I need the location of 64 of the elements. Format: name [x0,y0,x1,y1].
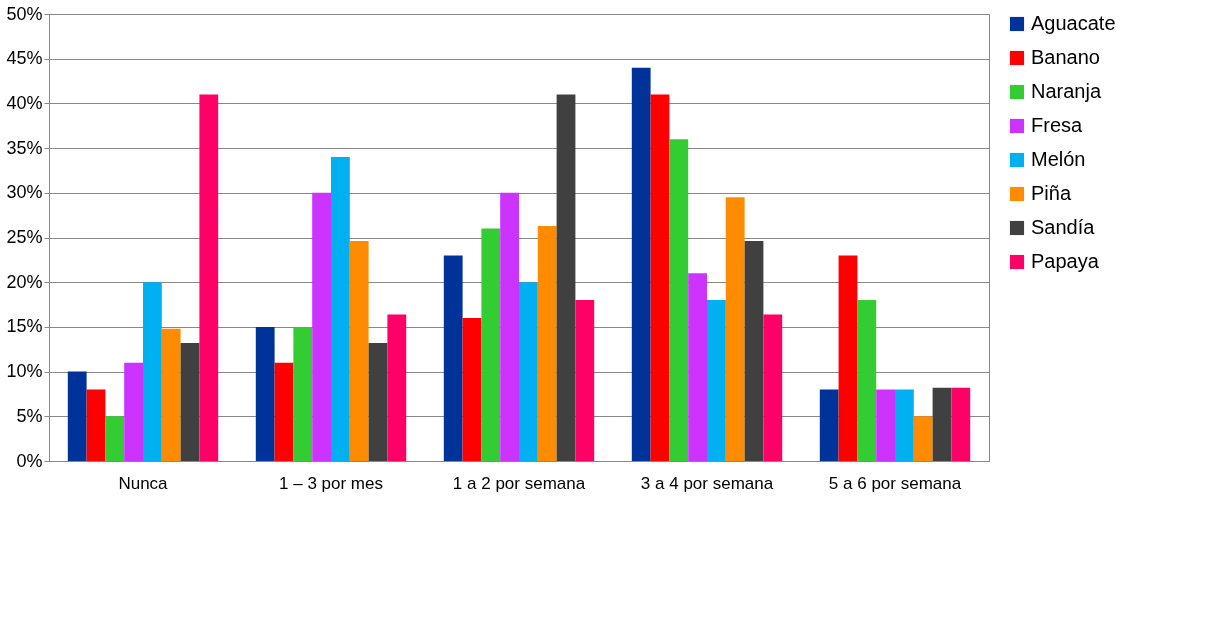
bar [895,389,914,461]
bar [763,314,783,461]
bar [744,241,764,461]
bar [349,241,369,461]
bar [575,300,595,461]
x-tick-label: Nunca [118,473,169,493]
bar [293,326,313,461]
legend-label: Banano [1031,46,1100,68]
y-tick-label: 40% [6,92,43,113]
legend-label: Naranja [1031,80,1102,102]
bar [913,416,933,461]
bar [105,416,125,461]
bar [86,389,106,461]
bar [180,342,200,461]
y-tick-label: 30% [6,182,43,203]
bar [876,389,895,461]
bar [951,387,971,461]
y-tick-label: 10% [6,361,43,382]
legend-label: Melón [1031,148,1086,170]
bar [537,225,557,461]
legend-label: Aguacate [1031,12,1116,34]
legend-label: Sandía [1031,216,1096,238]
bar [161,328,181,461]
y-tick-label: 20% [6,271,43,292]
bar [143,282,162,461]
bar [312,192,331,461]
legend-label: Fresa [1031,114,1083,136]
bar [631,67,651,461]
bar [387,314,407,461]
bar [481,228,501,461]
bar [725,197,745,461]
bar [124,362,143,461]
bar [67,371,87,461]
bar [857,300,877,461]
y-tick-label: 35% [6,137,43,158]
bar [707,300,726,461]
bar [556,94,576,461]
bar [519,282,538,461]
bar [274,362,294,461]
bar [838,255,858,461]
x-tick-label: 5 a 6 por semana [828,473,962,493]
y-tick-label: 5% [16,405,43,426]
bar [255,326,275,461]
bar [669,139,689,461]
y-tick-label: 45% [6,48,43,69]
bar [199,94,219,461]
bar [932,387,952,461]
y-tick-label: 0% [16,450,43,471]
bar [500,192,519,461]
bar [819,389,839,461]
y-tick-label: 15% [6,316,43,337]
x-tick-label: 3 a 4 por semana [640,473,774,493]
legend-label: Papaya [1031,250,1100,272]
bar [650,94,670,461]
x-tick-label: 1 a 2 por semana [452,473,586,493]
y-tick-label: 25% [6,227,43,247]
bar [443,255,463,461]
x-tick-label: 1 – 3 por mes [279,473,383,493]
y-tick-label: 50% [6,3,43,24]
legend-label: Piña [1031,182,1072,204]
bar [688,273,707,461]
bar [368,342,388,461]
bar [462,317,482,461]
bar [331,157,350,461]
